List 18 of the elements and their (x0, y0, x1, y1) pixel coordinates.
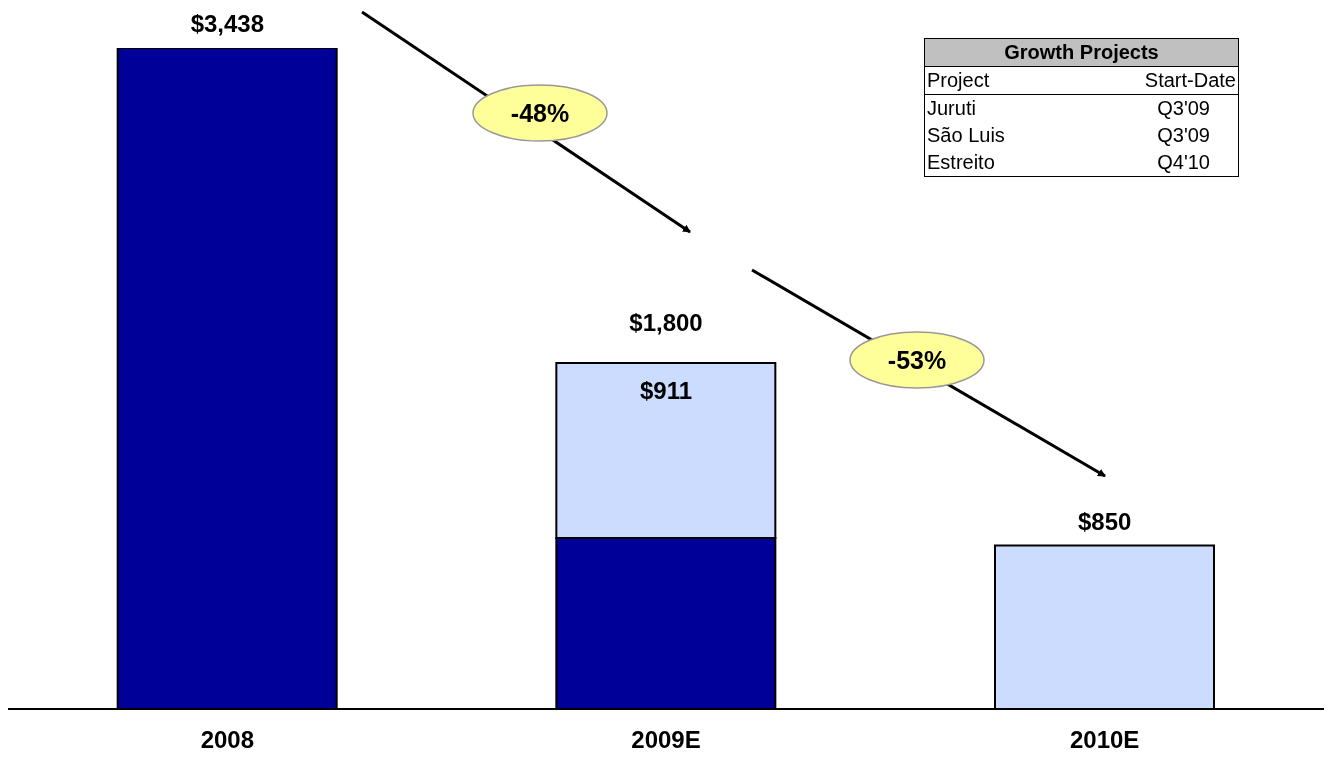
annotation: Q4'10 (1157, 151, 1211, 174)
data-label: $3,438 (190, 10, 265, 37)
x-tick-label: 2008 (200, 726, 255, 754)
x-tick-label: 2010E (1069, 726, 1140, 754)
text: Growth Projects (925, 39, 1238, 67)
annotation: Estreito (927, 151, 995, 174)
annotation: Project (927, 69, 990, 92)
annotation: -53% (887, 346, 947, 374)
x-tick-label: 2009E (631, 726, 701, 754)
annotation: Q3'09 (1157, 97, 1211, 120)
data-label: $850 (1077, 507, 1132, 535)
data-label: $911 (639, 376, 693, 404)
total-label: $1,800 (629, 308, 703, 336)
annotation: São Luis (927, 124, 1005, 147)
annotation: -48% (510, 99, 570, 127)
annotation: Q3'09 (1157, 124, 1211, 147)
annotation: Start-Date (1144, 69, 1236, 92)
annotation: Juruti (927, 97, 976, 120)
